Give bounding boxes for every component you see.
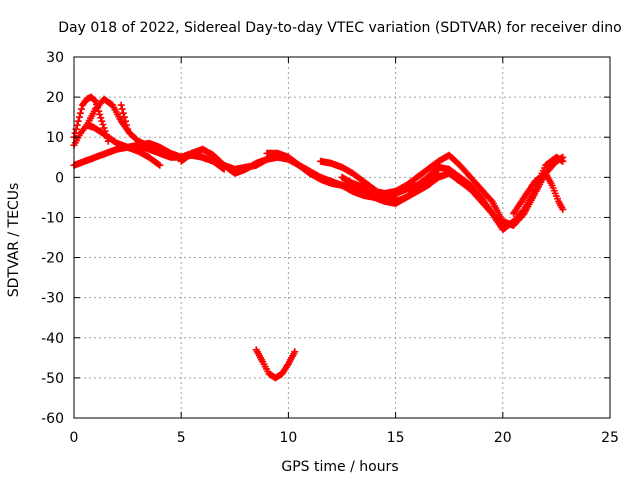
- data-series: [70, 93, 567, 382]
- grid-lines: [74, 57, 610, 418]
- series-track-10: [392, 153, 567, 233]
- series-track-13: [252, 346, 299, 382]
- x-tick-label: 20: [494, 430, 512, 446]
- data-point-markers: [510, 169, 567, 217]
- y-tick-label: -60: [41, 411, 64, 427]
- data-point-markers: [252, 346, 299, 382]
- x-axis-label: GPS time / hours: [281, 459, 398, 475]
- axis-ticks: 0 5 10 15 20 25 30 20 10 0 -10 -20 -30 -40 -50 -60: [41, 50, 619, 446]
- x-tick-label: 10: [279, 430, 297, 446]
- y-tick-label: -50: [41, 371, 64, 387]
- series-track-11: [510, 169, 567, 217]
- series-track-12: [117, 101, 132, 133]
- x-tick-label: 25: [601, 430, 619, 446]
- y-tick-label: 20: [46, 90, 64, 106]
- x-tick-label: 0: [70, 430, 79, 446]
- y-tick-label: 10: [46, 130, 64, 146]
- y-tick-label: -20: [41, 251, 64, 267]
- y-tick-label: 0: [55, 170, 64, 186]
- y-tick-label: -30: [41, 291, 64, 307]
- y-tick-label: -10: [41, 210, 64, 226]
- data-point-markers: [392, 153, 567, 233]
- y-tick-label: 30: [46, 50, 64, 66]
- plot-frame: [73, 56, 611, 419]
- data-point-markers: [117, 101, 132, 133]
- y-axis-label: SDTVAR / TECUs: [6, 183, 22, 298]
- x-tick-label: 5: [177, 430, 186, 446]
- y-tick-label: -40: [41, 331, 64, 347]
- chart-title: Day 018 of 2022, Sidereal Day-to-day VTE…: [58, 20, 621, 36]
- x-tick-label: 15: [387, 430, 405, 446]
